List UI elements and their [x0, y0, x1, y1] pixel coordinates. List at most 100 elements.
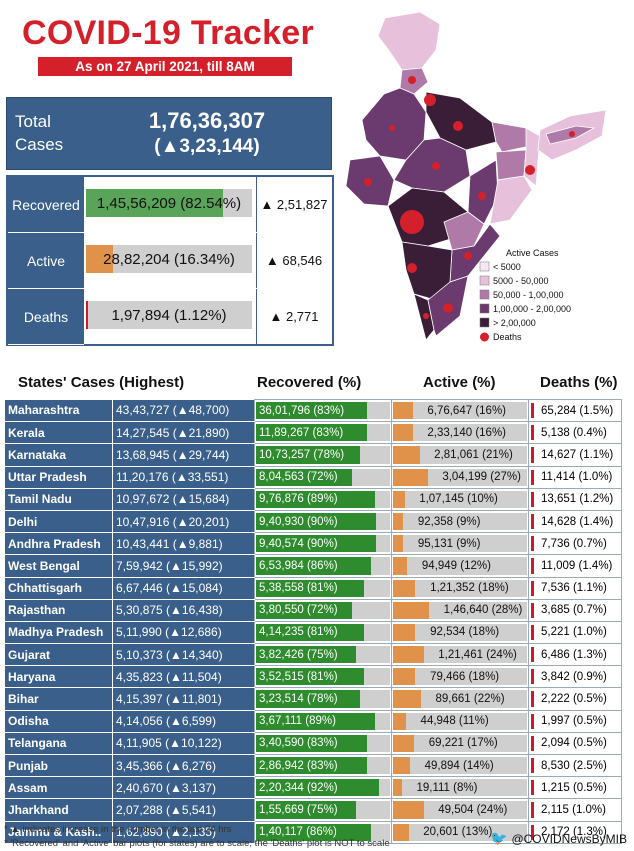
deaths-bar-fill: [531, 647, 534, 663]
recovered-bar: 9,76,876 (89%): [254, 487, 392, 511]
recovered-value: 8,04,563 (72%): [259, 471, 338, 484]
table-row: Maharashtra 43,43,727 (▲48,700) 36,01,796 …: [5, 398, 622, 423]
deaths-bar-fill: [531, 580, 534, 596]
deaths-bar-fill: [531, 735, 534, 751]
active-bar: 3,04,199 (27%): [391, 465, 529, 489]
legend-swatch-0: [479, 261, 490, 272]
state-cases: 10,47,916 (▲20,201): [112, 510, 255, 534]
deaths-bar-fill: [531, 758, 534, 774]
table-row: Chhattisgarh 6,67,446 (▲15,084) 5,38,558 (…: [5, 576, 622, 600]
table-row: Madhya Pradesh 5,11,990 (▲12,686) 4,14,235…: [5, 620, 622, 645]
active-bar-fill: [393, 468, 428, 486]
active-bar-fill: [393, 424, 413, 442]
recovered-bar: 3,40,590 (83%): [254, 731, 392, 756]
deaths-value: 11,414 (1.0%): [541, 471, 613, 484]
state-cases: 6,67,446 (▲15,084): [112, 577, 255, 600]
header-active: Active (%): [423, 374, 496, 391]
active-bar: 92,534 (18%): [391, 620, 529, 645]
state-cases: 5,11,990 (▲12,686): [112, 621, 255, 645]
deaths-value: 6,486 (1.3%): [541, 648, 607, 661]
state-cases: 10,43,441 (▲9,881): [112, 532, 255, 556]
header-states: States' Cases (Highest): [18, 374, 185, 391]
state-cases: 4,35,823 (▲11,504): [112, 665, 255, 689]
deaths-value: 14,628 (1.4%): [541, 515, 614, 528]
active-bar-fill: [393, 446, 420, 464]
legend-label-3: 1,00,000 - 2,00,000: [493, 304, 571, 314]
active-bar-fill: [393, 690, 421, 708]
death-dot-delhi: [424, 94, 436, 106]
recovered-bar-fill: [256, 468, 352, 486]
state-name: Odisha: [5, 710, 113, 733]
state-name: Punjab: [5, 754, 113, 778]
deaths-value: 2,172 (1.3%): [541, 826, 607, 839]
recovered-bar-fill: [256, 490, 376, 508]
table-row: Gujarat 5,10,373 (▲14,340) 3,82,426 (75%) 1…: [5, 643, 622, 667]
state-name: Uttar Pradesh: [5, 466, 113, 489]
state-cases: 3,45,366 (▲6,276): [112, 754, 255, 778]
twitter-handle[interactable]: 🐦 @COVIDNewsByMIB: [490, 830, 627, 847]
deaths-bar: 5,221 (1.0%): [528, 620, 622, 645]
deaths-value: 5,138 (0.4%): [541, 426, 607, 439]
deaths-bar-fill: [531, 513, 534, 530]
active-value: 1,07,145 (10%): [419, 493, 498, 506]
state-name: West Bengal: [5, 554, 113, 578]
deaths-value: 65,284 (1.5%): [541, 404, 614, 417]
deaths-bar-fill: [531, 469, 534, 485]
deaths-bar: 8,530 (2.5%): [528, 753, 622, 778]
deaths-value: 11,009 (1.4%): [541, 559, 613, 572]
state-name: Chhattisgarh: [5, 577, 113, 600]
recovered-value: 3,67,111 (89%): [259, 715, 336, 728]
death-dot-punjab: [408, 76, 416, 84]
recovered-bar-fill: [256, 424, 367, 442]
recovered-value: 3,52,515 (81%): [259, 670, 338, 683]
active-value: 49,894 (14%): [424, 759, 494, 772]
recovered-bar-fill: [256, 557, 371, 575]
state-cases: 5,10,373 (▲14,340): [112, 643, 255, 667]
table-row: Assam 2,40,670 (▲3,137) 2,20,344 (92%) 19,1…: [5, 776, 622, 800]
recovered-bar-fill: [256, 623, 365, 642]
deaths-bar-fill: [531, 536, 534, 552]
table-row: Odisha 4,14,056 (▲6,599) 3,67,111 (89%) 44,…: [5, 709, 622, 733]
table-row: Punjab 3,45,366 (▲6,276) 2,86,942 (83%) 49,…: [5, 753, 622, 778]
death-dot-karnataka: [407, 263, 417, 273]
active-value: 44,948 (11%): [420, 715, 489, 728]
summary-bar-fill: [86, 189, 224, 217]
summary-row-active: Active 28,82,204 (16.34%) ▲ 68,546: [8, 233, 332, 289]
deaths-bar: 5,138 (0.4%): [528, 421, 622, 445]
state-name: Delhi: [5, 510, 113, 534]
table-row: Jharkhand 2,07,288 (▲5,541) 1,55,669 (75%)…: [5, 798, 622, 822]
legend-label-2: 50,000 - 1,00,000: [493, 290, 564, 300]
summary-increase: ▲ 2,51,827: [256, 177, 331, 232]
deaths-bar-fill: [531, 802, 534, 818]
table-row: Telangana 4,11,905 (▲10,122) 3,40,590 (83%…: [5, 731, 622, 756]
death-dot-maharashtra: [400, 210, 424, 234]
deaths-value: 1,997 (0.5%): [541, 715, 607, 728]
recovered-bar: 9,40,930 (90%): [254, 509, 392, 534]
recovered-bar-fill: [256, 779, 380, 797]
recovered-bar-fill: [256, 690, 361, 708]
active-bar-fill: [393, 757, 411, 775]
state-name: Jammu & Kash..: [5, 821, 113, 844]
active-bar: 44,948 (11%): [391, 709, 529, 733]
legend-swatch-3: [479, 303, 490, 314]
recovered-bar: 5,38,558 (81%): [254, 576, 392, 600]
table-row: Jammu & Kash.. 1,62,890 (▲2,135) 1,40,117 …: [5, 820, 622, 844]
summary-bar-fill: [86, 245, 114, 273]
deaths-bar: 3,842 (0.9%): [528, 665, 622, 689]
table-row: Bihar 4,15,397 (▲11,801) 3,23,514 (78%) 89,…: [5, 687, 622, 711]
recovered-bar: 9,40,574 (90%): [254, 532, 392, 556]
deaths-value: 2,222 (0.5%): [541, 693, 607, 706]
deaths-value: 7,736 (0.7%): [541, 537, 607, 550]
active-bar-fill: [393, 579, 416, 597]
state-name: Jharkhand: [5, 798, 113, 822]
recovered-bar: 3,67,111 (89%): [254, 709, 392, 733]
recovered-bar-fill: [256, 535, 377, 553]
total-cases-label: Total Cases: [15, 112, 64, 154]
active-bar: 2,81,061 (21%): [391, 443, 529, 467]
deaths-bar-fill: [531, 425, 534, 441]
deaths-bar: 1,215 (0.5%): [528, 776, 622, 800]
map-region-chhattisgarh: [467, 159, 499, 225]
deaths-bar-fill: [531, 558, 534, 574]
active-value: 92,534 (18%): [430, 626, 500, 639]
twitter-handle-text: @COVIDNewsByMIB: [511, 831, 627, 846]
